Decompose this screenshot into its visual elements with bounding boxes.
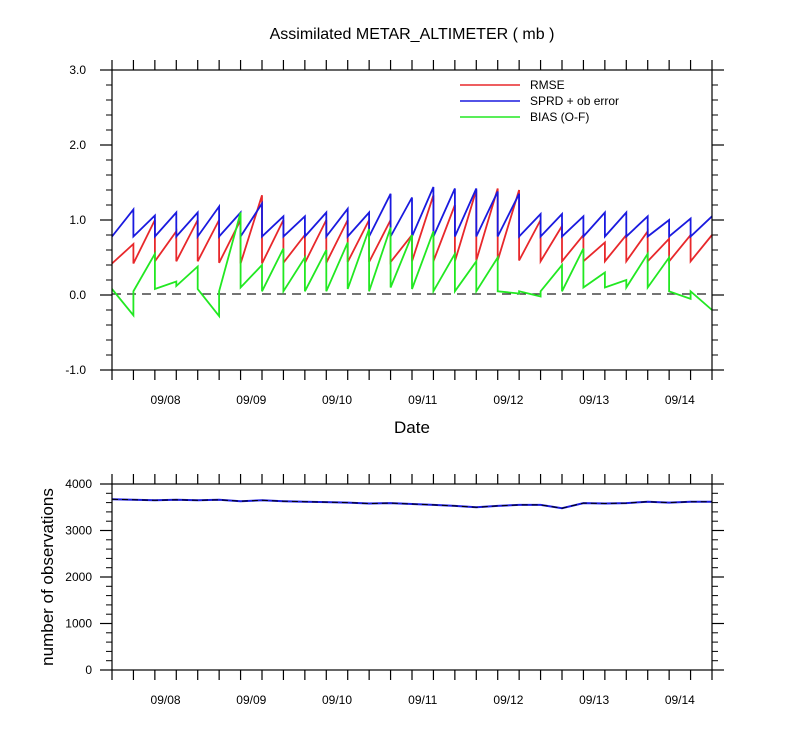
x-tick-label: 09/13 bbox=[579, 393, 609, 407]
top-chart: Assimilated METAR_ALTIMETER ( mb ) -1.0 0… bbox=[65, 26, 724, 437]
x-tick-label: 09/10 bbox=[322, 693, 352, 707]
x-tick-label: 09/14 bbox=[665, 693, 695, 707]
x-tick-label: 09/08 bbox=[151, 393, 181, 407]
y-tick-label: 1000 bbox=[65, 617, 92, 631]
top-y-tick-labels: -1.0 0.0 1.0 2.0 3.0 bbox=[65, 63, 86, 377]
y-axis-title: number of observations bbox=[38, 488, 57, 666]
x-tick-label: 09/08 bbox=[151, 693, 181, 707]
x-tick-label: 09/11 bbox=[408, 693, 437, 707]
y-tick-label: 4000 bbox=[65, 477, 92, 491]
y-tick-label: 3000 bbox=[65, 524, 92, 538]
x-tick-label: 09/12 bbox=[493, 693, 523, 707]
bottom-x-tick-labels: 09/08 09/09 09/10 09/11 09/12 09/13 09/14 bbox=[151, 693, 696, 707]
x-tick-label: 09/13 bbox=[579, 693, 609, 707]
legend-label-sprd: SPRD + ob error bbox=[530, 94, 619, 108]
chart-title: Assimilated METAR_ALTIMETER ( mb ) bbox=[270, 26, 555, 43]
y-tick-label: 1.0 bbox=[69, 213, 86, 227]
legend: RMSE SPRD + ob error BIAS (O-F) bbox=[460, 78, 619, 124]
series-line-sprd bbox=[111, 186, 713, 240]
legend-label-rmse: RMSE bbox=[530, 78, 565, 92]
y-tick-label: 2.0 bbox=[69, 138, 86, 152]
x-tick-label: 09/09 bbox=[236, 693, 266, 707]
x-tick-label: 09/10 bbox=[322, 393, 352, 407]
x-tick-label: 09/11 bbox=[408, 393, 437, 407]
x-tick-label: 09/09 bbox=[236, 393, 266, 407]
y-tick-label: 3.0 bbox=[69, 63, 86, 77]
y-tick-label: 0 bbox=[85, 663, 92, 677]
top-x-tick-labels: 09/08 09/09 09/10 09/11 09/12 09/13 09/14 bbox=[151, 393, 696, 407]
y-tick-label: 2000 bbox=[65, 570, 92, 584]
legend-label-bias: BIAS (O-F) bbox=[530, 110, 589, 124]
x-axis-title: Date bbox=[394, 418, 430, 437]
bottom-chart-ticks bbox=[100, 474, 724, 680]
top-plot-frame bbox=[111, 69, 713, 371]
bottom-y-tick-labels: 0 1000 2000 3000 4000 bbox=[65, 477, 92, 677]
x-tick-label: 09/14 bbox=[665, 393, 695, 407]
y-tick-label: -1.0 bbox=[65, 363, 86, 377]
top-chart-ticks bbox=[100, 60, 724, 380]
series-line-bias bbox=[111, 212, 713, 319]
x-tick-label: 09/12 bbox=[493, 393, 523, 407]
y-tick-label: 0.0 bbox=[69, 288, 86, 302]
observations-line-overlay bbox=[111, 498, 712, 509]
top-chart-series bbox=[111, 186, 713, 319]
bottom-chart-series bbox=[111, 498, 712, 510]
bottom-plot-frame bbox=[111, 483, 713, 671]
